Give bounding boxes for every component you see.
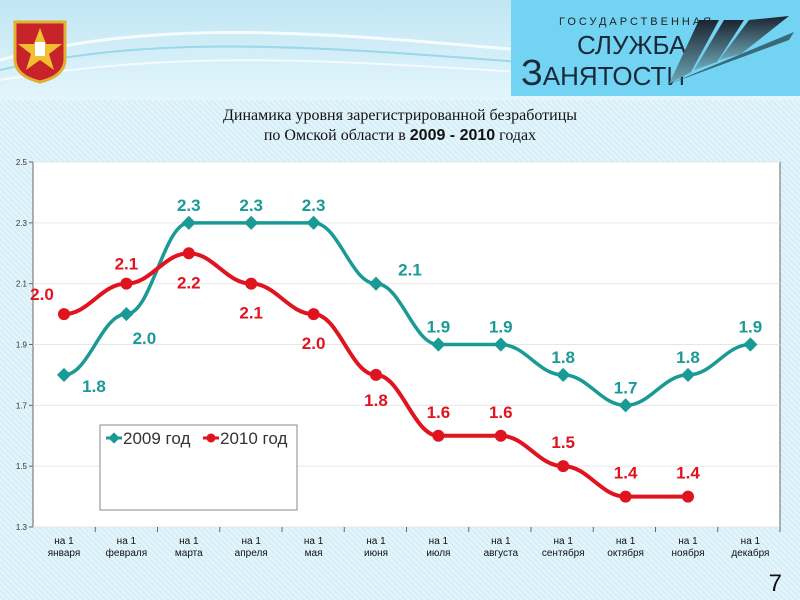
data-label: 1.6	[427, 403, 451, 422]
data-point-2009	[306, 215, 321, 230]
x-tick-label: мая	[305, 548, 323, 559]
data-label: 1.6	[489, 403, 513, 422]
x-tick-label: на 1	[741, 536, 761, 547]
x-tick-label: апреля	[235, 548, 268, 559]
title-prefix: по Омской области в	[263, 127, 410, 144]
data-point-2010	[307, 308, 320, 321]
title-line1: Динамика уровня зарегистрированной безра…	[222, 107, 577, 124]
data-label: 1.9	[489, 318, 513, 337]
title-suffix: годах	[495, 127, 537, 144]
data-point-2010	[370, 368, 382, 381]
data-point-2010	[432, 429, 445, 442]
x-tick-label: июня	[364, 548, 388, 559]
title-years: 2009 - 2010	[409, 127, 496, 144]
data-point-2009	[556, 367, 571, 382]
y-tick-label: 1.7	[16, 401, 28, 410]
title-line2: по Омской области в 2009 - 2010 годах	[0, 126, 800, 146]
legend-label: 2009 год	[123, 429, 190, 448]
data-label: 1.8	[676, 348, 700, 367]
data-label: 1.8	[364, 391, 388, 410]
x-tick-label: на 1	[304, 536, 324, 547]
logo-cap: З	[521, 52, 543, 93]
decorative-wave	[0, 31, 520, 81]
data-point-2009	[368, 276, 384, 291]
data-label: 1.8	[551, 348, 575, 367]
legend	[99, 424, 298, 511]
data-point-2009	[244, 215, 259, 230]
data-point-2009	[618, 398, 633, 413]
employment-service-logo: ГОСУДАРСТВЕННАЯ СЛУЖБА ЗАНЯТОСТИ	[511, 0, 800, 96]
logo-line2: СЛУЖБА	[577, 30, 687, 60]
data-label: 2.0	[133, 329, 157, 348]
data-label: 2.2	[177, 273, 201, 292]
data-point-2010	[245, 277, 258, 290]
data-point-2010	[682, 490, 694, 503]
x-tick-label: августа	[484, 548, 519, 559]
x-tick-label: октября	[607, 547, 644, 559]
x-tick-label: на 1	[616, 536, 636, 547]
chart-title: Динамика уровня зарегистрированной безра…	[0, 106, 800, 146]
data-label: 2.1	[115, 255, 139, 274]
x-tick-label: февраля	[106, 547, 147, 559]
logo-line3: ЗАНЯТОСТИ	[521, 52, 685, 94]
omsk-emblem-icon	[13, 20, 67, 84]
logo-line1: ГОСУДАРСТВЕННАЯ	[559, 16, 715, 28]
logo-stripes-icon	[669, 16, 794, 84]
data-label: 1.8	[82, 377, 106, 396]
y-tick-label: 1.3	[16, 523, 28, 532]
data-point-2009	[680, 367, 696, 382]
x-tick-label: на 1	[241, 536, 261, 547]
x-tick-label: на 1	[429, 536, 449, 547]
y-tick-label: 1.9	[16, 341, 28, 350]
x-tick-label: сентября	[542, 547, 585, 559]
logo-rest: АНЯТОСТИ	[542, 61, 686, 91]
series-line-2010 год	[63, 251, 688, 499]
data-point-2009	[431, 337, 446, 352]
x-tick-label: на 1	[117, 536, 137, 547]
x-tick-label: ноября	[671, 547, 704, 559]
data-point-2009	[493, 337, 508, 352]
x-tick-label: марта	[175, 548, 203, 559]
data-point-2010	[58, 308, 70, 321]
data-point-2010	[619, 490, 632, 503]
data-point-2009	[181, 215, 196, 230]
data-label: 1.4	[676, 464, 700, 483]
data-label: 1.4	[614, 464, 638, 483]
y-tick-label: 2.1	[16, 280, 28, 289]
x-tick-label: на 1	[366, 536, 386, 547]
data-point-2009	[743, 337, 758, 352]
data-point-2010	[557, 460, 570, 473]
x-tick-label: января	[48, 548, 81, 559]
x-tick-label: на 1	[491, 536, 511, 547]
y-tick-label: 2.5	[16, 158, 28, 167]
y-tick-label: 1.5	[16, 462, 28, 471]
data-label: 2.3	[177, 196, 201, 215]
series-line-2009 год	[63, 221, 751, 408]
x-tick-label: на 1	[678, 536, 698, 547]
data-label: 2.3	[302, 196, 326, 215]
x-tick-label: декабря	[731, 547, 769, 559]
x-tick-label: на 1	[179, 536, 199, 547]
page-number: 7	[768, 570, 782, 597]
data-label: 1.9	[427, 318, 451, 337]
data-label: 2.0	[302, 334, 326, 353]
legend-marker-2010	[206, 433, 216, 443]
x-tick-label: на 1	[54, 536, 74, 547]
data-label: 1.9	[739, 318, 763, 337]
data-label: 2.0	[30, 285, 54, 304]
data-label: 1.7	[614, 378, 638, 397]
x-tick-label: июля	[426, 548, 450, 559]
y-tick-label: 2.3	[16, 219, 28, 228]
data-label: 1.5	[551, 433, 575, 452]
x-tick-label: на 1	[553, 536, 573, 547]
data-point-2010	[494, 429, 507, 442]
data-point-2010	[182, 247, 195, 260]
legend-label: 2010 год	[220, 429, 287, 448]
data-label: 2.1	[398, 261, 422, 280]
data-label: 2.1	[239, 304, 263, 323]
data-point-2010	[120, 277, 133, 290]
data-label: 2.3	[239, 196, 263, 215]
